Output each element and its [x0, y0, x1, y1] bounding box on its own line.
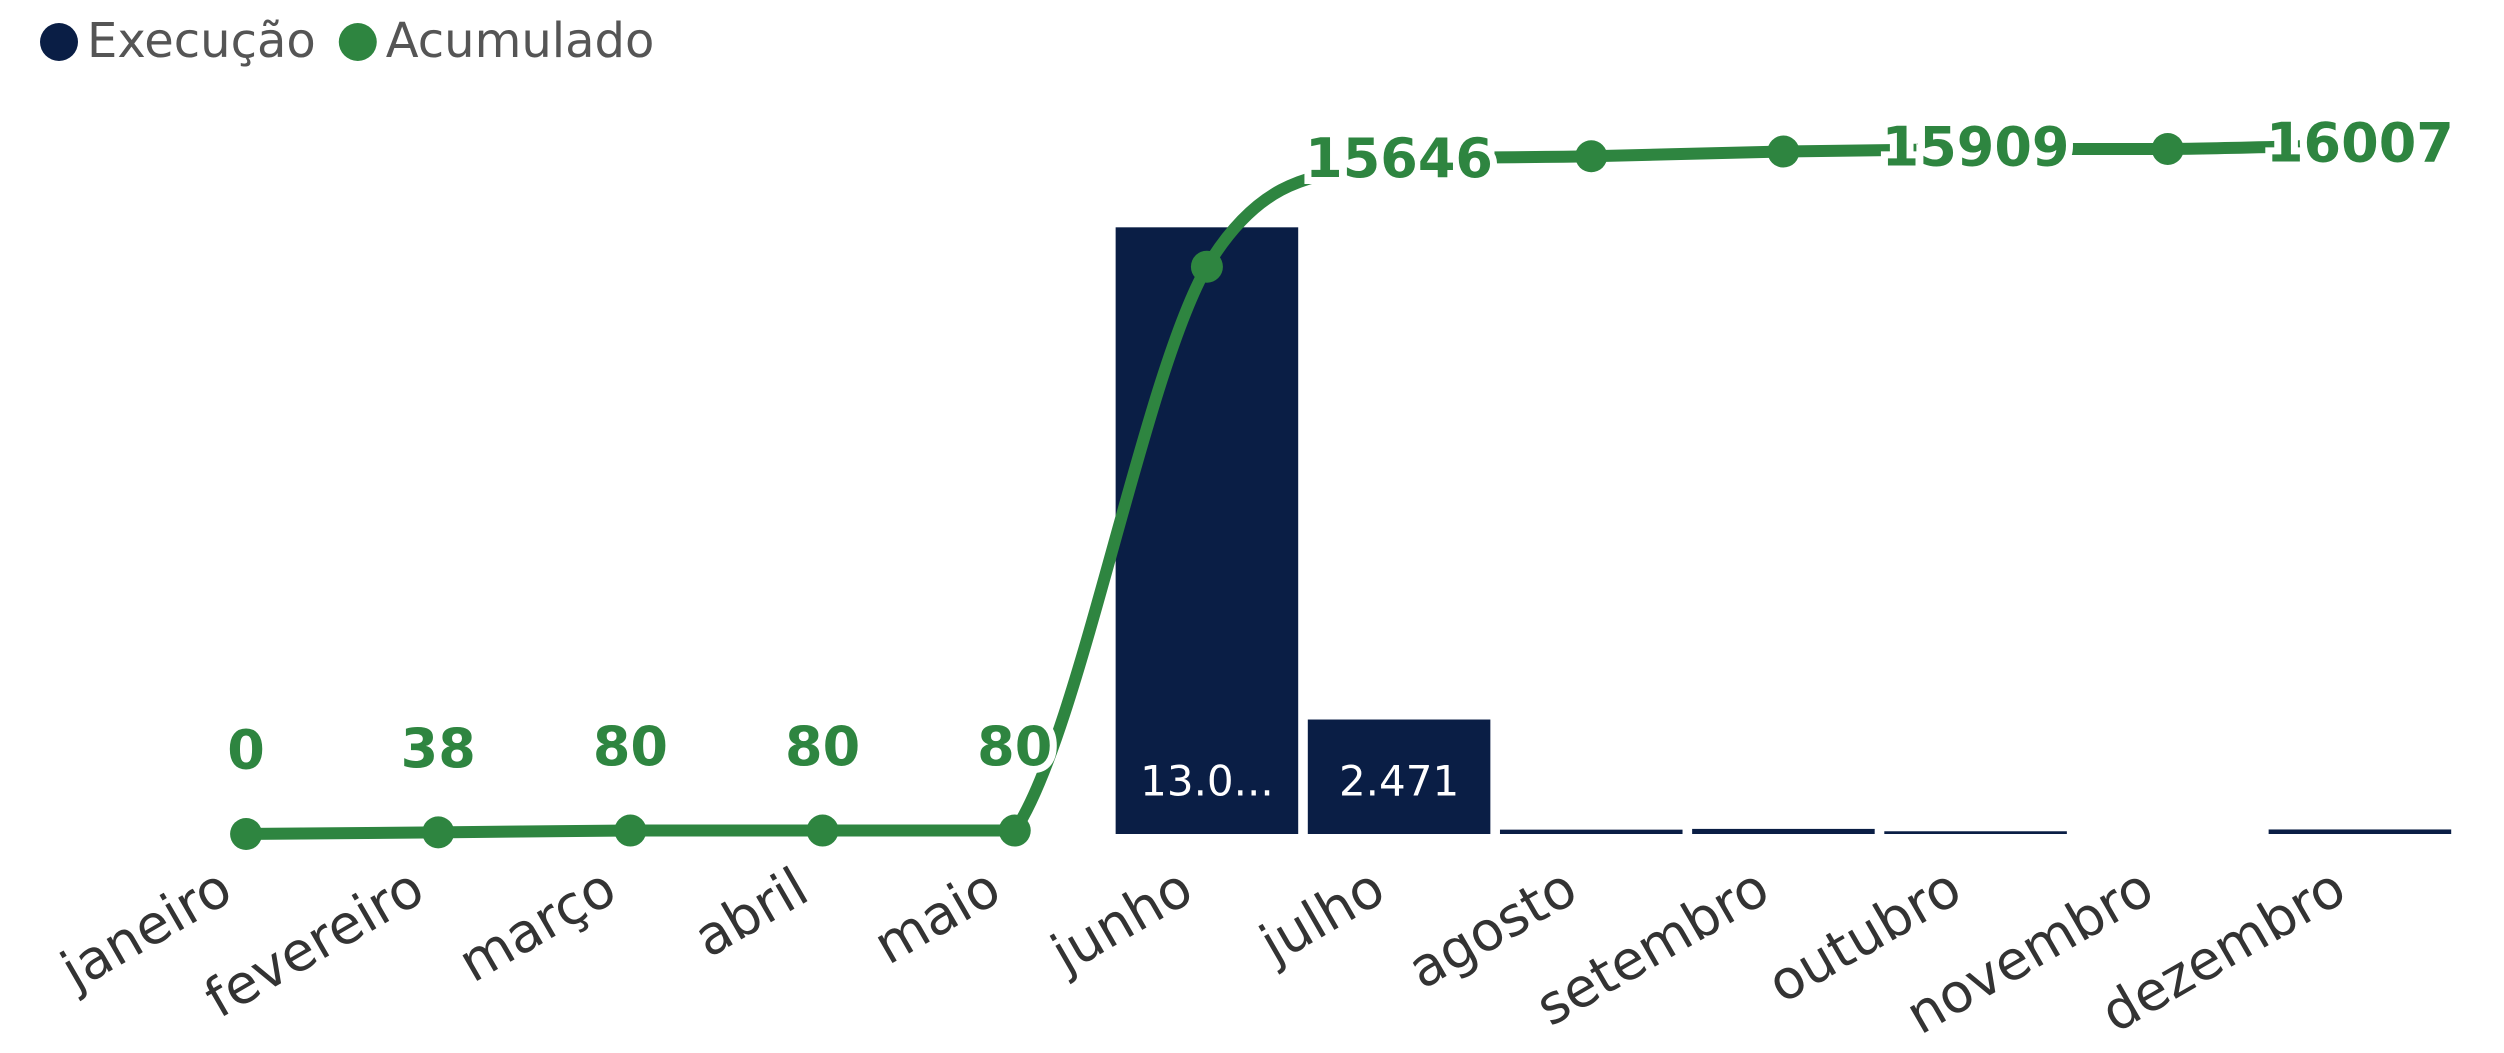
bar — [1115, 227, 1299, 834]
legend-marker — [40, 23, 78, 61]
bar — [1499, 829, 1683, 834]
legend-label: Execução — [87, 13, 316, 69]
line-marker — [806, 814, 839, 847]
line-marker — [1767, 135, 1800, 168]
line-marker — [422, 816, 455, 849]
line-marker — [1575, 140, 1608, 173]
bar — [1884, 831, 2067, 834]
line-marker — [2343, 128, 2376, 161]
legend-marker — [338, 23, 377, 61]
line-marker — [230, 818, 263, 850]
line-marker — [1383, 144, 1416, 177]
line-value-label: 0 — [227, 719, 265, 782]
x-tick-label: maio — [863, 855, 1010, 976]
line-value-label: 16007 — [2266, 111, 2454, 174]
line-marker — [614, 814, 647, 847]
line-marker — [998, 814, 1031, 847]
line — [240, 138, 2366, 840]
line-marker — [2151, 132, 2184, 165]
bar — [2268, 829, 2452, 834]
line-value-label: 80 — [593, 715, 668, 778]
x-tick-label: março — [448, 855, 626, 994]
line-value-label: 80 — [977, 715, 1052, 778]
line-value-label: 38 — [401, 717, 476, 780]
x-tick-label: junho — [1040, 855, 1203, 985]
line-value-label: 80 — [785, 715, 860, 778]
line-value-label: 15909 — [1882, 116, 2070, 179]
line-marker — [1190, 250, 1223, 283]
bar-value-label: 13.0... — [1140, 757, 1274, 806]
legend-label: Acumulado — [386, 13, 655, 69]
bar — [1692, 828, 1875, 834]
x-tick-label: julho — [1249, 855, 1395, 976]
bar — [1307, 719, 1491, 834]
x-tick-label: abril — [683, 855, 818, 969]
line-marker — [1959, 132, 1992, 165]
bar-value-label: 2.471 — [1339, 757, 1459, 806]
x-tick-label: fevereiro — [194, 855, 434, 1030]
line-value-label: 15646 — [1305, 127, 1493, 190]
